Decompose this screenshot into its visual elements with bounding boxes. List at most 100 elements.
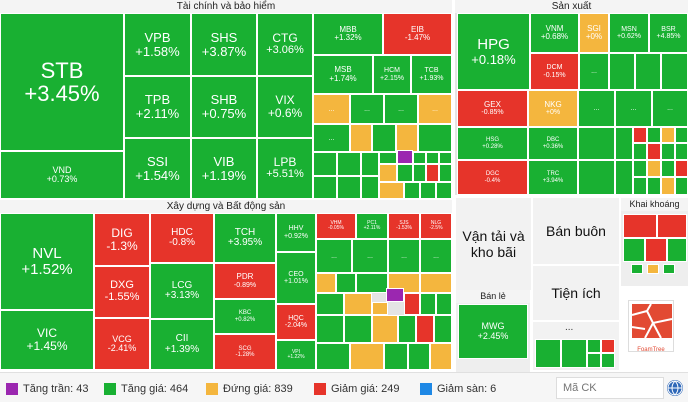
stock-tile-small[interactable] — [413, 152, 426, 164]
stock-tile-small[interactable] — [404, 182, 420, 199]
stock-tile-small[interactable]: ... — [579, 53, 609, 90]
stock-tile-small[interactable]: ... — [313, 124, 350, 152]
stock-tile-small[interactable] — [313, 152, 337, 176]
stock-tile-sgi[interactable]: SGI +0% — [579, 13, 609, 53]
stock-tile-lcg[interactable]: LCG +3.13% — [150, 263, 214, 319]
stock-tile-small[interactable] — [623, 214, 657, 238]
stock-tile-small[interactable]: ... — [388, 239, 420, 273]
stock-tile-small[interactable] — [408, 343, 430, 370]
stock-tile-small[interactable] — [316, 315, 344, 343]
stock-tile-dgc[interactable]: DGC -0.4% — [457, 160, 528, 195]
stock-tile-vcg[interactable]: VCG -2.41% — [94, 318, 150, 370]
stock-tile-hqc[interactable]: HQC -2.04% — [276, 304, 316, 340]
stock-tile-small[interactable] — [661, 177, 675, 195]
stock-tile-small[interactable] — [647, 127, 661, 143]
stock-tile-msn[interactable]: MSN +0.62% — [609, 13, 649, 53]
stock-tile-small[interactable] — [647, 143, 661, 160]
stock-tile-small[interactable] — [418, 124, 452, 152]
stock-tile-small[interactable] — [372, 124, 396, 152]
stock-tile-small[interactable] — [631, 264, 643, 274]
stock-tile-small[interactable] — [350, 124, 372, 152]
stock-tile-ceo[interactable]: CEO +1.01% — [276, 252, 316, 304]
stock-tile-small[interactable] — [647, 160, 661, 177]
stock-tile-small[interactable] — [647, 264, 659, 274]
stock-tile-mbb[interactable]: MBB +1.32% — [313, 13, 383, 55]
stock-tile-small[interactable] — [663, 264, 675, 274]
stock-tile-small[interactable] — [633, 160, 647, 177]
stock-tile-shs[interactable]: SHS +3.87% — [191, 13, 257, 76]
stock-tile-bsr[interactable]: BSR +4.85% — [649, 13, 688, 53]
stock-tile-small[interactable] — [430, 343, 452, 370]
stock-tile-hcm[interactable]: HCM +2.15% — [373, 55, 411, 94]
stock-tile-small[interactable] — [661, 143, 675, 160]
stock-tile-stb[interactable]: STB +3.45% — [0, 13, 124, 151]
stock-tile-small[interactable] — [439, 164, 452, 182]
stock-tile-small[interactable] — [361, 152, 379, 176]
stock-tile-small[interactable]: ... — [418, 94, 452, 124]
stock-tile-nlg[interactable]: NLG -2.5% — [420, 213, 452, 239]
stock-tile-small[interactable]: ... — [350, 94, 384, 124]
stock-tile-scg[interactable]: SCG -1.28% — [214, 334, 276, 370]
stock-tile-small[interactable] — [350, 343, 384, 370]
stock-tile-small[interactable] — [379, 164, 397, 182]
stock-tile-sjs[interactable]: SJS -1.53% — [388, 213, 420, 239]
stock-tile-small[interactable] — [667, 238, 687, 262]
stock-tile-small[interactable] — [657, 214, 687, 238]
stock-tile-small[interactable] — [397, 164, 413, 182]
stock-tile-vpi[interactable]: VPI +1.22% — [276, 340, 316, 370]
stock-tile-small[interactable] — [675, 177, 688, 195]
stock-tile-small[interactable] — [609, 53, 635, 90]
stock-tile-small[interactable] — [661, 127, 675, 143]
globe-icon[interactable] — [667, 380, 683, 396]
sector-utilities[interactable]: Tiện ích — [533, 266, 619, 320]
stock-tile-small[interactable]: ... — [615, 90, 652, 127]
stock-tile-small[interactable] — [398, 315, 416, 343]
stock-tile-pdr[interactable]: PDR -0.89% — [214, 263, 276, 299]
stock-tile-small[interactable] — [316, 293, 344, 315]
stock-tile-small[interactable] — [372, 315, 398, 343]
stock-tile-small[interactable] — [661, 160, 675, 177]
stock-tile-small[interactable] — [344, 293, 372, 315]
stock-tile-nvl[interactable]: NVL +1.52% — [0, 213, 94, 310]
stock-tile-small[interactable]: ... — [420, 239, 452, 273]
stock-tile-small[interactable] — [645, 238, 667, 262]
stock-tile-small[interactable] — [379, 152, 397, 164]
stock-tile-msb[interactable]: MSB +1.74% — [313, 55, 373, 94]
sector-transport[interactable]: Vận tải và kho bãi — [456, 198, 531, 290]
stock-tile-small[interactable] — [404, 293, 420, 315]
stock-tile-small[interactable] — [420, 273, 452, 293]
stock-tile-dcm[interactable]: DCM -0.15% — [530, 53, 579, 90]
stock-tile-tch[interactable]: TCH +3.95% — [214, 213, 276, 263]
stock-tile-small[interactable] — [436, 182, 452, 199]
stock-tile-small[interactable]: ... — [652, 90, 688, 127]
stock-tile-gex[interactable]: GEX -0.85% — [457, 90, 528, 127]
stock-tile-small[interactable] — [413, 164, 426, 182]
stock-tile-ssi[interactable]: SSI +1.54% — [124, 138, 191, 199]
stock-tile-hsg[interactable]: HSG +0.28% — [457, 127, 528, 160]
stock-tile-ctg[interactable]: CTG +3.06% — [257, 13, 313, 76]
stock-tile-small[interactable] — [372, 302, 388, 315]
stock-tile-small[interactable] — [661, 53, 688, 90]
stock-tile-small[interactable] — [344, 315, 372, 343]
stock-tile-small[interactable] — [426, 152, 439, 164]
stock-tile-small[interactable] — [386, 288, 404, 302]
stock-tile-tcb[interactable]: TCB +1.93% — [411, 55, 452, 94]
stock-tile-small[interactable] — [397, 150, 413, 164]
stock-tile-hpg[interactable]: HPG +0.18% — [457, 13, 530, 90]
stock-tile-small[interactable]: ... — [578, 90, 615, 127]
stock-search-input[interactable] — [556, 377, 664, 399]
stock-tile-small[interactable] — [337, 176, 361, 199]
stock-tile-small[interactable] — [578, 160, 615, 195]
stock-tile-trc[interactable]: TRC +3.94% — [528, 160, 578, 195]
stock-tile-eib[interactable]: EIB -1.47% — [383, 13, 452, 55]
stock-tile-small[interactable] — [356, 273, 388, 293]
stock-tile-small[interactable] — [623, 238, 645, 262]
stock-tile-vhm[interactable]: VHM -0.05% — [316, 213, 356, 239]
stock-tile-small[interactable] — [426, 164, 439, 182]
stock-tile-small[interactable] — [316, 343, 350, 370]
stock-tile-small[interactable] — [587, 353, 601, 368]
stock-tile-small[interactable] — [633, 177, 647, 195]
stock-tile-small[interactable]: ... — [352, 239, 388, 273]
stock-tile-small[interactable]: ... — [316, 239, 352, 273]
stock-tile-small[interactable] — [420, 293, 436, 315]
